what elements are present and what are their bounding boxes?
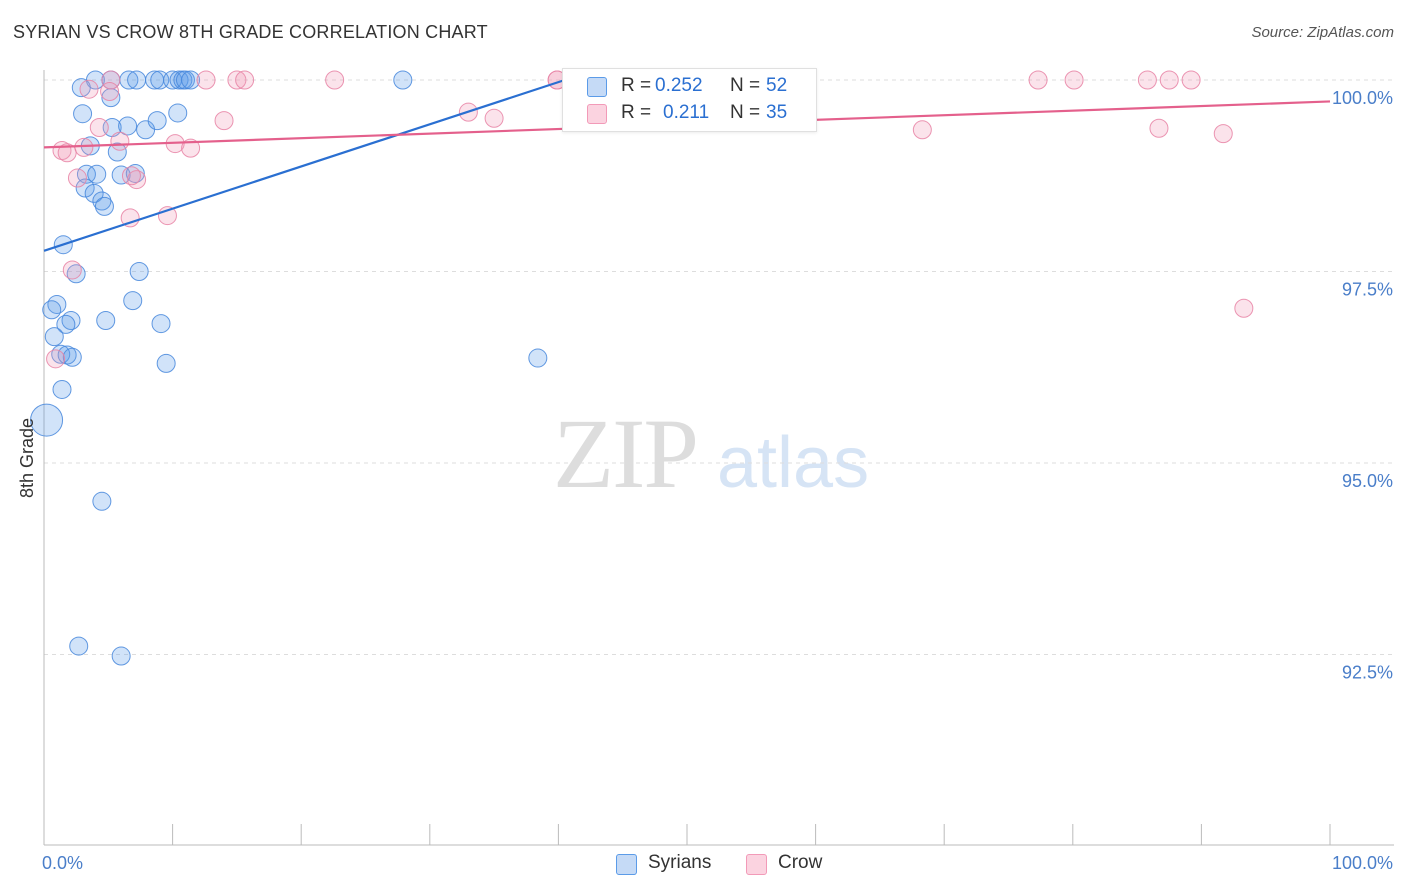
syrians-point: [111, 646, 131, 666]
x-tick-label: 100.0%: [1332, 853, 1393, 873]
axis-layer: [43, 70, 1394, 846]
syrians-point: [69, 636, 89, 656]
syrians-point: [42, 300, 62, 320]
chart-title: SYRIAN VS CROW 8TH GRADE CORRELATION CHA…: [13, 22, 488, 42]
crow-point: [1159, 70, 1179, 90]
syrians-point: [73, 104, 93, 124]
syrians-point: [147, 111, 167, 131]
syrians-point: [129, 262, 149, 281]
syrians-point: [75, 178, 95, 198]
crow-point: [1137, 70, 1157, 90]
crow-point: [325, 70, 345, 90]
crow-point: [214, 111, 234, 131]
crow-point: [196, 70, 216, 90]
syrians-n-label: N =: [730, 75, 761, 96]
crow-point: [127, 170, 147, 190]
crow-point: [110, 131, 130, 151]
crow-point: [46, 349, 66, 369]
syrians-point: [94, 196, 114, 216]
syrians-point: [111, 165, 131, 185]
grid-layer: [44, 79, 1394, 655]
crow-point: [57, 143, 77, 163]
bottom-syrians-label: Syrians: [648, 852, 712, 873]
syrians-point: [71, 78, 91, 98]
syrians-point: [118, 116, 138, 136]
watermark-zip: ZIP: [553, 398, 699, 509]
crow-point: [484, 108, 504, 128]
crow-point: [74, 137, 94, 157]
syrians-trend-line: [43, 78, 566, 252]
syrians-point: [52, 379, 72, 399]
syrians-point: [84, 183, 104, 203]
syrians-point: [57, 345, 77, 365]
syrians-point: [92, 191, 112, 211]
crow-point: [67, 168, 87, 188]
crow-point: [1028, 70, 1048, 90]
syrians-r-label: R =: [621, 75, 652, 96]
crow-point: [62, 260, 82, 280]
y-tick-label: 92.5%: [1342, 663, 1393, 683]
crow-point: [181, 138, 201, 158]
crow-swatch: [587, 104, 607, 124]
syrians-n-value: 52: [766, 75, 788, 96]
syrians-point: [92, 491, 112, 511]
syrians-point: [175, 70, 195, 90]
label-layer: 100.0% 97.5% 95.0% 92.5% 0.0% 100.0% 8th Grade: [17, 88, 1393, 873]
crow-r-label: R =: [621, 102, 652, 123]
syrians-point: [156, 353, 176, 373]
crow-n-value: 35: [766, 102, 788, 123]
syrians-point: [136, 120, 156, 140]
syrians-point: [181, 70, 201, 90]
crow-point: [79, 79, 99, 99]
syrians-point: [87, 164, 107, 184]
syrians-point: [56, 314, 76, 334]
crow-point: [227, 70, 247, 90]
syrians-point: [123, 291, 143, 311]
syrians-point: [393, 70, 413, 90]
syrians-point: [30, 403, 64, 437]
crow-point: [1064, 70, 1084, 90]
bottom-crow-swatch: [746, 854, 767, 875]
crow-r-value: 0.211: [663, 102, 710, 123]
syrians-swatch: [587, 77, 607, 97]
crow-n-label: N =: [730, 102, 761, 123]
syrians-point: [44, 327, 64, 347]
syrians-point: [62, 347, 82, 367]
syrians-point: [168, 103, 188, 123]
syrians-point: [528, 348, 548, 368]
syrians-point: [127, 70, 147, 90]
crow-point: [1181, 70, 1201, 90]
syrians-point: [66, 264, 86, 284]
bottom-crow-label: Crow: [778, 852, 823, 873]
x-tick-label: 0.0%: [42, 853, 83, 873]
y-tick-label: 95.0%: [1342, 471, 1393, 491]
bottom-syrians-swatch: [616, 854, 637, 875]
y-tick-label: 100.0%: [1332, 88, 1393, 108]
crow-point: [235, 70, 255, 90]
crow-point: [1213, 124, 1233, 144]
crow-point: [89, 117, 109, 137]
crow-point: [121, 166, 141, 186]
correlation-legend: R = 0.252 N = 52 R = 0.211 N = 35: [562, 68, 817, 132]
syrians-point: [96, 311, 116, 331]
syrians-point: [47, 294, 67, 314]
source-label: Source: ZipAtlas.com: [1251, 24, 1394, 41]
syrians-r-value: 0.252: [655, 75, 703, 96]
crow-point: [120, 208, 140, 228]
y-axis-label: 8th Grade: [17, 418, 37, 498]
syrians-point: [151, 314, 171, 334]
crow-point: [100, 81, 120, 101]
crow-point: [1234, 298, 1254, 318]
crow-point: [912, 120, 932, 140]
syrians-point: [61, 311, 81, 331]
points-layer: [30, 70, 1254, 666]
crow-point: [1149, 118, 1169, 138]
y-tick-label: 97.5%: [1342, 280, 1393, 300]
